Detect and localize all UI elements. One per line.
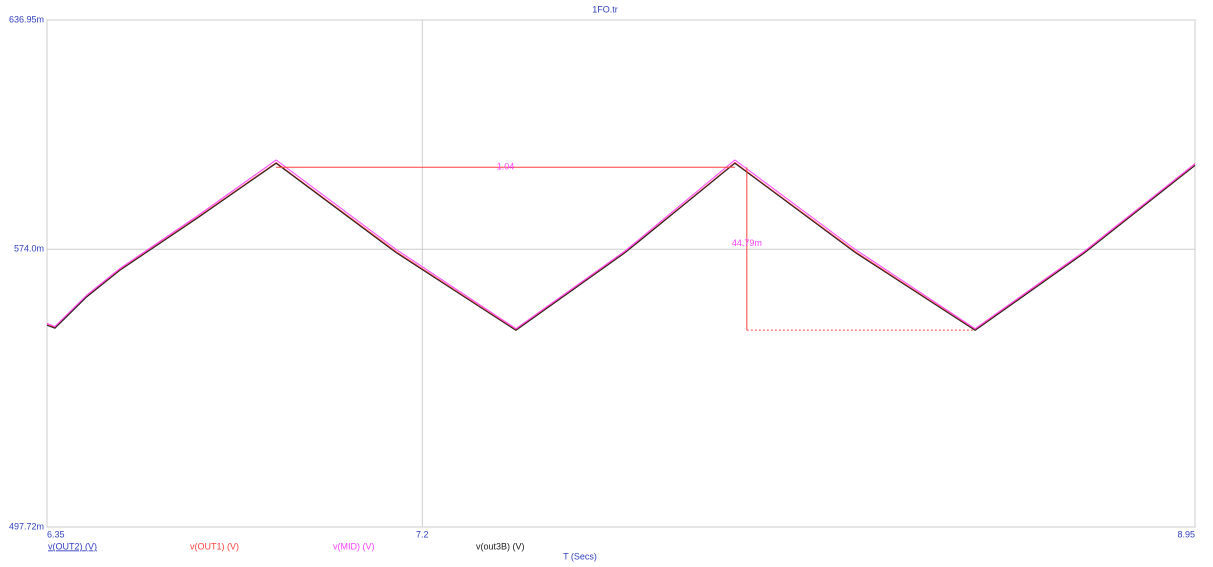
legend-entry: v(OUT2) (V) xyxy=(48,541,97,551)
legend-entry: v(OUT1) (V) xyxy=(190,541,239,551)
legend-entry: v(out3B) (V) xyxy=(476,541,525,551)
y-tick-label: 574.0m xyxy=(14,244,44,254)
plot-frame xyxy=(46,19,1196,528)
measure-label: 44.79m xyxy=(732,238,762,248)
series-line xyxy=(46,162,1196,331)
series-line xyxy=(46,159,1196,330)
legend-entry: v(MID) (V) xyxy=(333,541,375,551)
x-axis-label: T (Secs) xyxy=(563,551,597,561)
series-line xyxy=(46,161,1196,331)
x-tick-label: 8.95 xyxy=(1177,529,1195,539)
chart-title: 1FO.tr xyxy=(592,4,618,14)
series-line xyxy=(46,162,1196,332)
x-tick-label: 6.35 xyxy=(47,529,65,539)
measure-label: 1.04 xyxy=(497,162,515,172)
y-tick-label: 497.72m xyxy=(9,521,44,531)
x-tick-label: 7.2 xyxy=(416,529,429,539)
y-tick-label: 636.95m xyxy=(9,14,44,24)
